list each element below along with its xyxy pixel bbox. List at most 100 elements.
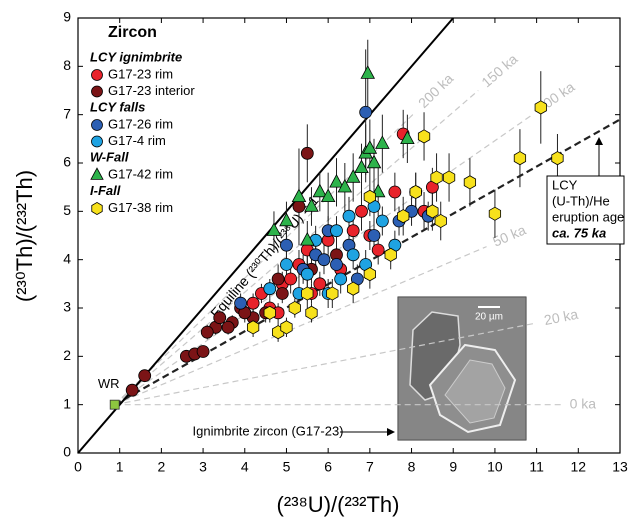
legend-label: G17-23 interior [108, 83, 195, 98]
data-point [513, 151, 527, 166]
legend-marker [91, 119, 103, 131]
data-point [246, 320, 260, 335]
data-point [279, 212, 294, 227]
data-point [366, 154, 382, 169]
data-point [334, 272, 348, 286]
data-point [284, 272, 298, 286]
y-tick-label: 7 [63, 105, 71, 121]
y-tick-label: 1 [63, 395, 71, 411]
x-axis-label: (²³⁸U)/(²³²Th) [277, 492, 400, 517]
annotation-text: (U-Th)/He [552, 193, 610, 208]
data-point [300, 231, 315, 246]
data-point [551, 151, 564, 166]
data-point [345, 169, 361, 183]
data-point [409, 184, 422, 200]
x-tick-label: 9 [449, 459, 457, 475]
legend-marker [91, 69, 103, 81]
x-tick-label: 11 [529, 459, 544, 475]
data-point [337, 178, 353, 193]
data-point [434, 213, 447, 229]
y-tick-label: 4 [63, 250, 71, 266]
legend-title: Zircon [108, 24, 157, 41]
legend-marker [90, 167, 104, 180]
data-point [221, 320, 235, 334]
data-point [363, 267, 376, 282]
data-point [292, 200, 306, 213]
x-tick-label: 12 [571, 459, 587, 475]
data-point [320, 188, 336, 203]
data-point [375, 135, 390, 149]
isochron-label: 150 ka [478, 51, 520, 91]
y-tick-label: 0 [63, 444, 71, 460]
data-point [213, 311, 227, 325]
isochron [114, 246, 487, 406]
data-point [384, 247, 397, 262]
isochron-label: 20 ka [543, 306, 580, 328]
y-tick-label: 2 [63, 347, 71, 363]
annotation-box [546, 175, 625, 245]
data-point [346, 224, 360, 238]
wr-point [109, 399, 120, 410]
data-point [304, 198, 319, 212]
data-point [305, 305, 318, 320]
data-point [329, 173, 344, 188]
y-tick-label: 8 [63, 57, 71, 73]
legend-label: G17-4 rim [108, 133, 166, 148]
data-point [300, 146, 314, 160]
data-point [488, 206, 502, 221]
x-tick-label: 10 [487, 459, 503, 475]
data-point [371, 243, 385, 257]
data-point [430, 170, 443, 185]
data-point [417, 129, 431, 144]
y-tick-label: 6 [63, 154, 71, 170]
y-tick-label: 3 [63, 299, 71, 315]
data-point [271, 272, 285, 286]
annotation-text: LCY [552, 177, 578, 192]
data-point [288, 300, 301, 316]
annotation-text: ca. 75 ka [552, 225, 606, 240]
data-point [280, 320, 293, 335]
x-tick-label: 0 [74, 459, 82, 475]
isochron [114, 322, 537, 406]
data-point [397, 209, 410, 224]
data-point [280, 238, 293, 252]
data-point [280, 258, 293, 271]
data-point [355, 204, 368, 218]
legend-group: I-Fall [90, 183, 121, 198]
annotation-text: eruption age [552, 209, 624, 224]
x-tick-label: 13 [612, 459, 628, 475]
legend-label: G17-42 rim [108, 166, 173, 181]
data-point [263, 282, 277, 296]
data-point [312, 183, 328, 198]
legend-group: W-Fall [90, 149, 129, 164]
legend-marker [91, 201, 103, 216]
data-point [234, 296, 248, 310]
data-point [347, 281, 360, 296]
x-tick-label: 2 [157, 459, 165, 475]
data-point [330, 258, 343, 271]
data-point [442, 170, 456, 185]
inset-image: 20 µm [397, 296, 527, 441]
data-point [326, 286, 339, 301]
data-point [330, 224, 343, 238]
legend-group: LCY ignimbrite [90, 49, 182, 64]
scale-label: 20 µm [475, 312, 503, 323]
isochron-label: 50 ka [490, 221, 528, 249]
legend-group: LCY falls [90, 99, 145, 114]
data-point [400, 130, 415, 145]
data-point [246, 296, 260, 310]
data-point [138, 369, 152, 383]
data-point [354, 159, 369, 174]
data-point [534, 100, 547, 115]
data-point [291, 188, 307, 203]
legend-marker [91, 85, 103, 98]
x-tick-label: 1 [116, 459, 124, 475]
data-point [125, 383, 139, 397]
x-tick-label: 7 [366, 459, 374, 475]
data-point [363, 189, 376, 204]
data-point [359, 105, 373, 119]
data-point [263, 305, 276, 320]
data-point [300, 267, 314, 281]
